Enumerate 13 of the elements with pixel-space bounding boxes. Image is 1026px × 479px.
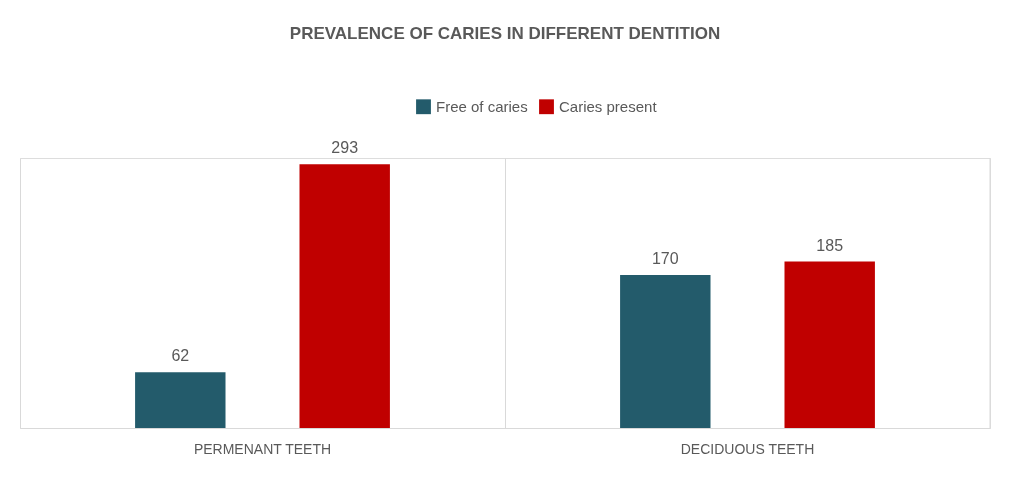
bar — [620, 275, 711, 428]
legend-label: Caries present — [559, 97, 658, 115]
data-label: 170 — [651, 250, 679, 267]
chart-title: PREVALENCE OF CARIES IN DIFFERENT DENTITION — [289, 24, 721, 43]
x-tick-label: DECIDUOUS TEETH — [680, 440, 815, 457]
data-label: 185 — [816, 236, 844, 254]
data-label: 293 — [331, 139, 359, 157]
bar — [135, 372, 226, 428]
bar — [784, 261, 875, 428]
bar — [299, 164, 390, 428]
data-label: 62 — [171, 347, 190, 365]
legend-label: Free of caries — [436, 97, 528, 115]
x-tick-label: PERMENANT TEETH — [193, 440, 332, 457]
